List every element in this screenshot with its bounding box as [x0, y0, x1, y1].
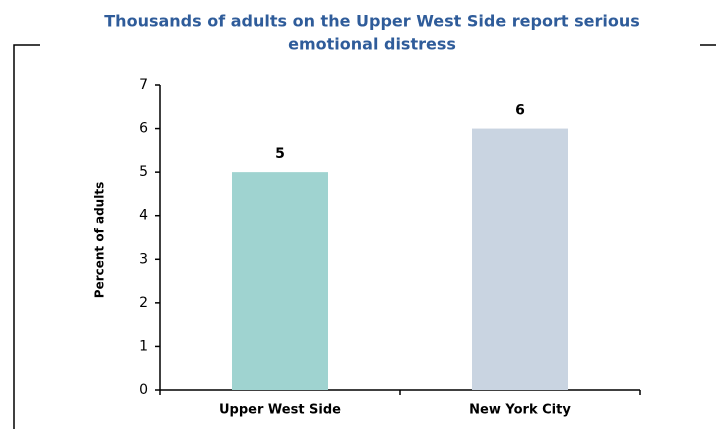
- bar: [232, 172, 328, 390]
- data-label: 6: [515, 103, 525, 119]
- chart-title: emotional distress: [288, 35, 456, 54]
- y-tick-label: 5: [139, 164, 148, 180]
- data-label: 5: [275, 146, 285, 162]
- y-tick-label: 2: [139, 295, 148, 311]
- chart-title: Thousands of adults on the Upper West Si…: [104, 12, 639, 31]
- bar: [472, 128, 568, 391]
- y-tick-label: 4: [139, 208, 148, 224]
- y-tick-label: 7: [139, 77, 148, 93]
- y-tick-label: 1: [139, 338, 148, 354]
- y-tick-label: 6: [139, 121, 148, 137]
- frame: [13, 44, 40, 429]
- y-tick-label: 0: [139, 382, 148, 398]
- y-axis-label: Percent of adults: [93, 182, 107, 298]
- y-tick-label: 3: [139, 251, 148, 267]
- x-tick-label: New York City: [469, 403, 571, 418]
- x-tick-label: Upper West Side: [219, 403, 341, 418]
